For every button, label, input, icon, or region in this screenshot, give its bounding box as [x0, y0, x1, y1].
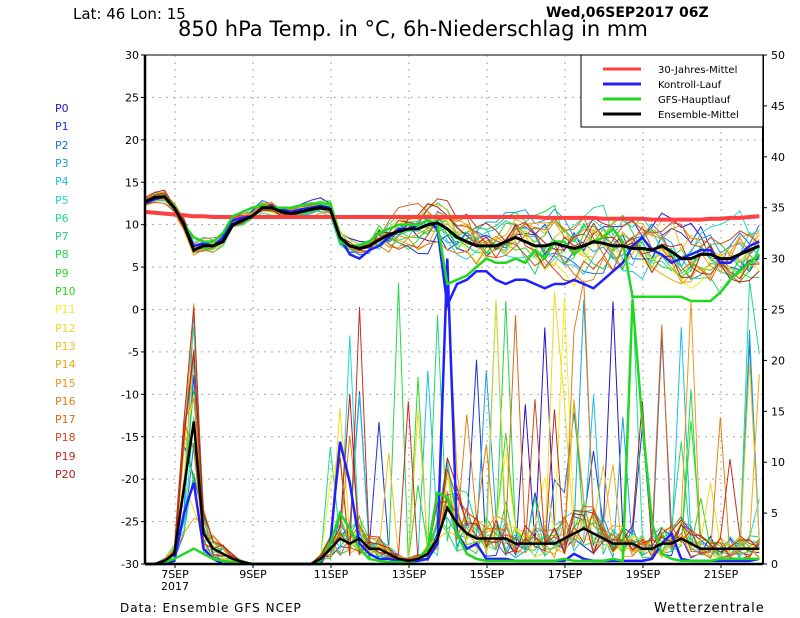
y-left-tick-label: -10 [121, 388, 139, 401]
y-right-tick-label: 10 [771, 456, 785, 469]
ensemble-mean-temp-line [144, 195, 760, 261]
y-right-tick-label: 30 [771, 253, 785, 266]
y-right-tick-label: 25 [771, 304, 785, 317]
member-label-p16: P16 [55, 394, 76, 408]
member-label-p1: P1 [55, 120, 69, 134]
data-source: Data: Ensemble GFS NCEP [120, 601, 302, 615]
legend-label: GFS-Hauptlauf [658, 95, 731, 106]
y-right-tick-label: 45 [771, 100, 785, 113]
y-right-tick-label: 20 [771, 354, 785, 367]
legend-label: Kontroll-Lauf [658, 80, 722, 91]
member-label-p0: P0 [55, 102, 69, 115]
member-label-p15: P15 [55, 376, 76, 390]
brand-label: Wetterzentrale [654, 601, 765, 616]
member-label-p12: P12 [55, 321, 76, 335]
member-label-p19: P19 [55, 449, 76, 463]
member-label-p10: P10 [55, 285, 76, 298]
member-label-p13: P13 [55, 339, 76, 353]
x-tick-label: 7SEP [161, 568, 189, 581]
member-label-p14: P14 [55, 358, 76, 372]
member-temp-line-p15 [144, 197, 760, 283]
series-layer [144, 189, 761, 566]
x-tick-label: 17SEP [548, 568, 583, 581]
member-label-p9: P9 [55, 266, 69, 280]
y-left-tick-label: -15 [121, 431, 139, 444]
y-right-tick-label: 40 [771, 151, 785, 164]
y-right-tick-label: 5 [771, 507, 778, 520]
axes: 302520151050-5-10-15-20-25-3050454035302… [121, 49, 785, 593]
y-left-tick-label: -30 [121, 558, 139, 571]
member-label-p4: P4 [55, 175, 69, 189]
chart-title: 850 hPa Temp. in °C, 6h-Niederschlag in … [178, 17, 648, 41]
y-left-tick-label: 5 [132, 261, 139, 274]
x-tick-label: 13SEP [392, 568, 427, 581]
y-left-tick-label: 10 [125, 219, 139, 232]
y-right-tick-label: 15 [771, 405, 785, 418]
member-label-p3: P3 [55, 156, 69, 170]
y-left-tick-label: 20 [125, 134, 139, 147]
member-label-p11: P11 [55, 303, 76, 317]
y-right-tick-label: 50 [771, 49, 785, 62]
y-right-tick-label: 35 [771, 202, 785, 215]
run-datetime: Wed,06SEP2017 06Z [546, 5, 709, 21]
y-left-tick-label: 30 [125, 49, 139, 62]
y-left-tick-label: -20 [121, 473, 139, 486]
y-left-tick-label: -25 [121, 516, 139, 529]
member-label-p20: P20 [55, 468, 76, 481]
location-label: Lat: 46 Lon: 15 [73, 5, 186, 23]
member-label-p17: P17 [55, 413, 76, 427]
member-label-p18: P18 [55, 431, 76, 445]
y-right-tick-label: 0 [771, 558, 778, 571]
member-temp-line-p9 [144, 194, 760, 278]
x-tick-label: 9SEP [239, 568, 267, 581]
x-tick-label: 21SEP [704, 568, 739, 581]
y-left-tick-label: -5 [128, 346, 139, 359]
x-tick-label: 11SEP [314, 568, 349, 581]
x-year-label: 2017 [161, 580, 189, 593]
legend-label: 30-Jahres-Mittel [658, 65, 737, 76]
member-label-p6: P6 [55, 211, 69, 225]
member-label-p5: P5 [55, 193, 69, 207]
x-tick-label: 19SEP [626, 568, 661, 581]
legend: 30-Jahres-Mittel Kontroll-Lauf GFS-Hauptla… [580, 54, 764, 128]
member-label-p8: P8 [55, 248, 69, 262]
x-tick-label: 15SEP [470, 568, 505, 581]
member-temp-line-p14 [144, 198, 760, 285]
y-left-tick-label: 0 [132, 304, 139, 317]
member-label-p7: P7 [55, 230, 69, 244]
y-left-tick-label: 15 [125, 176, 139, 189]
member-label-p2: P2 [55, 138, 69, 152]
gfs-temp-line [144, 194, 761, 303]
y-left-tick-label: 25 [125, 91, 139, 104]
legend-label: Ensemble-Mittel [658, 110, 739, 121]
